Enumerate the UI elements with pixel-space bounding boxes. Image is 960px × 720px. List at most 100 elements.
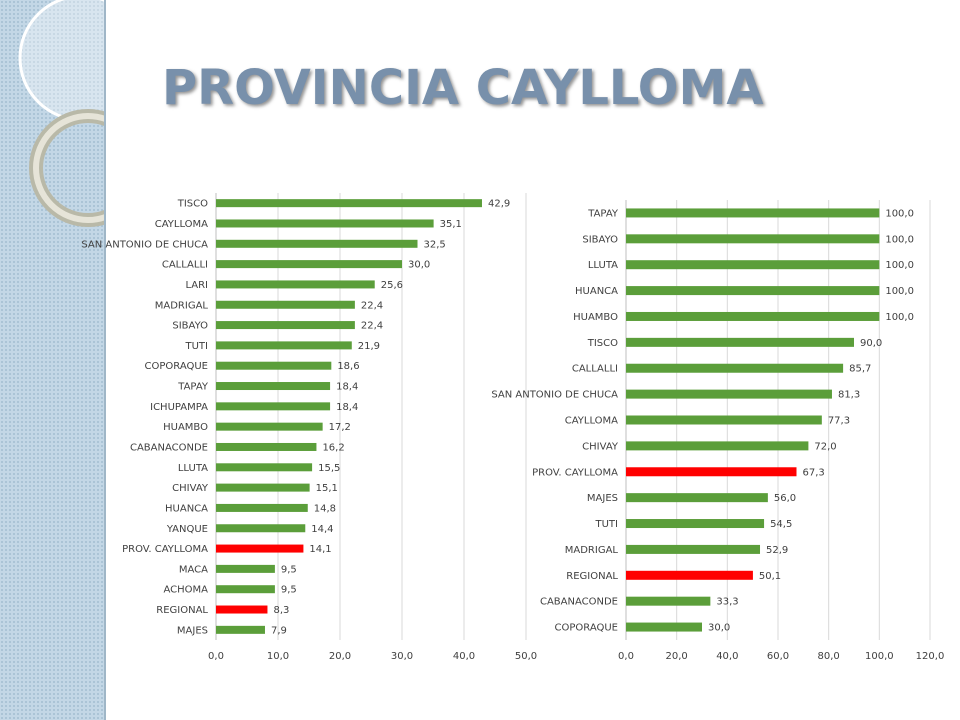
chart1-bar bbox=[216, 280, 375, 289]
decorative-side-band bbox=[0, 0, 106, 720]
chart1-category-label: CHIVAY bbox=[172, 483, 209, 494]
chart1-category-label: TAPAY bbox=[177, 382, 209, 393]
chart2-bar bbox=[626, 286, 880, 296]
chart2-category-label: CAYLLOMA bbox=[565, 416, 618, 427]
chart2-x-tick-label: 120,0 bbox=[916, 651, 945, 662]
chart2-category-label: HUANCA bbox=[575, 286, 618, 297]
chart1-category-label: MAJES bbox=[177, 625, 208, 636]
chart1-category-label: MADRIGAL bbox=[155, 300, 209, 311]
chart2-category-label: TISCO bbox=[587, 338, 618, 349]
chart1-bar bbox=[216, 585, 275, 594]
chart2-data-label: 81,3 bbox=[838, 390, 860, 401]
chart2-data-label: 100,0 bbox=[885, 312, 914, 323]
chart2-data-label: 85,7 bbox=[849, 364, 871, 375]
chart1-bar bbox=[216, 463, 313, 472]
chart1-category-label: MACA bbox=[179, 564, 208, 575]
chart1-category-label: PROV. CAYLLOMA bbox=[122, 544, 208, 555]
chart1-data-label: 32,5 bbox=[424, 239, 446, 250]
chart2-category-label: MADRIGAL bbox=[565, 545, 619, 556]
chart1-category-label: CALLALLI bbox=[162, 260, 208, 271]
chart1-bar bbox=[216, 402, 331, 411]
chart1-data-label: 9,5 bbox=[281, 585, 297, 596]
chart1-x-tick-label: 50,0 bbox=[515, 651, 537, 662]
chart2-category-label: COPORAQUE bbox=[555, 623, 618, 634]
chart2-bar bbox=[626, 389, 832, 399]
chart2-bar bbox=[626, 363, 844, 373]
chart2-data-label: 100,0 bbox=[885, 208, 914, 219]
chart1-data-label: 35,1 bbox=[440, 219, 462, 230]
chart2-x-tick-label: 100,0 bbox=[865, 651, 894, 662]
chart2-data-label: 50,1 bbox=[759, 571, 781, 582]
chart1-category-label: LARI bbox=[185, 280, 208, 291]
chart2-data-label: 72,0 bbox=[814, 441, 836, 452]
chart2-bar bbox=[626, 208, 880, 218]
chart1-bar bbox=[216, 503, 308, 512]
chart1-category-label: TUTI bbox=[185, 341, 209, 352]
chart1-bar bbox=[216, 422, 323, 431]
chart1-bar bbox=[216, 442, 317, 451]
chart1-data-label: 18,6 bbox=[337, 361, 359, 372]
chart1-category-label: REGIONAL bbox=[156, 605, 208, 616]
chart2-category-label: SAN ANTONIO DE CHUCA bbox=[491, 390, 618, 401]
chart1-bar-highlighted bbox=[216, 605, 268, 614]
chart1-data-label: 18,4 bbox=[336, 402, 358, 413]
chart1-x-tick-label: 0,0 bbox=[208, 651, 224, 662]
chart2-x-tick-label: 0,0 bbox=[618, 651, 634, 662]
chart2-data-label: 52,9 bbox=[766, 545, 788, 556]
chart1-bar bbox=[216, 483, 310, 492]
chart1-x-tick-label: 20,0 bbox=[329, 651, 351, 662]
chart1-category-label: TISCO bbox=[177, 199, 208, 210]
chart1-data-label: 21,9 bbox=[358, 341, 380, 352]
chart1-data-label: 8,3 bbox=[273, 605, 289, 616]
chart2-data-label: 30,0 bbox=[708, 623, 730, 634]
chart1-bar bbox=[216, 361, 332, 370]
chart2-category-label: MAJES bbox=[587, 493, 618, 504]
chart1-bar bbox=[216, 564, 275, 573]
chart1-data-label: 30,0 bbox=[408, 260, 430, 271]
chart2-bar bbox=[626, 493, 768, 503]
chart1-bar bbox=[216, 341, 352, 350]
chart1-category-label: HUANCA bbox=[165, 503, 208, 514]
chart1-data-label: 14,4 bbox=[311, 524, 333, 535]
chart1-data-label: 42,9 bbox=[488, 199, 510, 210]
chart2-data-label: 56,0 bbox=[774, 493, 796, 504]
chart2-bar bbox=[626, 544, 761, 554]
chart1-bar-highlighted bbox=[216, 544, 304, 553]
chart1-category-label: LLUTA bbox=[178, 463, 208, 474]
chart2-category-label: SIBAYO bbox=[582, 234, 618, 245]
left-bar-chart: 0,0 10,0 20,0 30,0 40,0 50,0 TISCO 42,9 CAYLLOMA… bbox=[81, 193, 537, 662]
chart1-data-label: 17,2 bbox=[329, 422, 351, 433]
chart2-bar bbox=[626, 441, 809, 451]
chart2-data-label: 67,3 bbox=[802, 467, 824, 478]
chart1-category-label: YANQUE bbox=[166, 524, 208, 535]
chart1-category-label: SAN ANTONIO DE CHUCA bbox=[81, 239, 208, 250]
slide-title: PROVINCIA CAYLLOMA bbox=[162, 60, 764, 116]
chart1-category-label: HUAMBO bbox=[163, 422, 208, 433]
chart2-category-label: HUAMBO bbox=[573, 312, 618, 323]
chart2-bar-highlighted bbox=[626, 570, 753, 580]
chart2-x-tick-label: 60,0 bbox=[767, 651, 789, 662]
chart2-bar bbox=[626, 415, 822, 425]
chart2-x-tick-label: 40,0 bbox=[716, 651, 738, 662]
chart2-bar bbox=[626, 337, 854, 347]
chart2-category-label: PROV. CAYLLOMA bbox=[532, 467, 618, 478]
chart2-data-label: 90,0 bbox=[860, 338, 882, 349]
chart2-category-label: LLUTA bbox=[588, 260, 618, 271]
chart2-bar bbox=[626, 234, 880, 244]
chart2-x-tick-label: 80,0 bbox=[818, 651, 840, 662]
chart1-data-label: 22,4 bbox=[361, 321, 383, 332]
chart1-x-tick-label: 30,0 bbox=[391, 651, 413, 662]
chart2-data-label: 100,0 bbox=[885, 286, 914, 297]
chart1-data-label: 22,4 bbox=[361, 300, 383, 311]
chart1-data-label: 15,5 bbox=[318, 463, 340, 474]
chart1-category-label: SIBAYO bbox=[172, 321, 208, 332]
chart1-bar bbox=[216, 219, 434, 228]
chart1-data-label: 25,6 bbox=[381, 280, 403, 291]
chart1-category-label: COPORAQUE bbox=[145, 361, 208, 372]
chart2-category-label: CHIVAY bbox=[582, 441, 619, 452]
chart1-data-label: 14,8 bbox=[314, 503, 336, 514]
chart1-category-label: ICHUPAMPA bbox=[150, 402, 208, 413]
chart1-bar bbox=[216, 321, 355, 330]
chart1-data-label: 16,2 bbox=[322, 442, 344, 453]
